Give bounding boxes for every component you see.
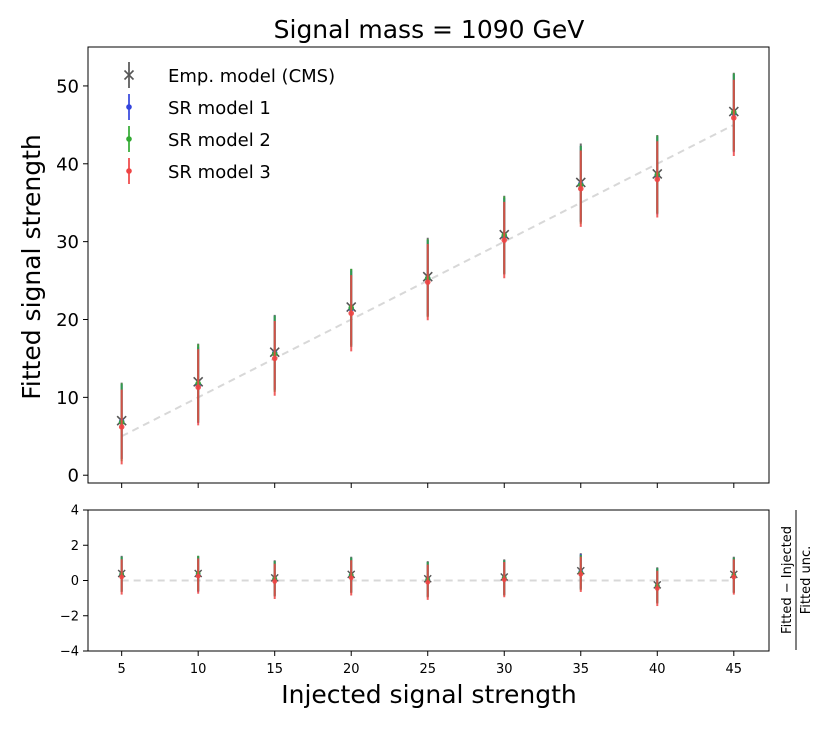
chart-title: Signal mass = 1090 GeV <box>274 15 585 44</box>
ratio-frame <box>87 509 770 652</box>
legend-item: Emp. model (CMS) <box>123 62 335 88</box>
legend-label: SR model 1 <box>168 98 271 119</box>
x-tick-label: 20 <box>343 662 360 677</box>
ratio-data-point <box>731 574 737 580</box>
ratio-data-point <box>578 571 584 577</box>
ratio-y-axis-label: Fitted − Injected Fitted unc. <box>780 510 814 650</box>
main-data-point <box>424 279 431 285</box>
main-y-tick-label: 50 <box>56 76 79 97</box>
main-y-tick-label: 20 <box>56 310 79 331</box>
ratio-y-tick-label: −2 <box>60 609 79 624</box>
x-tick-label: 30 <box>496 662 513 677</box>
main-data-point <box>501 237 508 243</box>
x-tick-label: 40 <box>649 662 666 677</box>
legend-marker <box>123 69 135 81</box>
main-y-tick-label: 10 <box>56 388 79 409</box>
legend-label: SR model 2 <box>168 130 271 151</box>
x-tick-label: 15 <box>266 662 283 677</box>
ratio-y-tick-label: 4 <box>71 504 79 519</box>
ratio-y-tick-label: 0 <box>71 574 79 589</box>
x-axis-label: Injected signal strength <box>281 680 576 709</box>
ratio-data-point <box>501 577 507 583</box>
x-tick-label: 10 <box>190 662 207 677</box>
ratio-y-tick-label: −4 <box>60 645 79 660</box>
main-data-point <box>195 384 201 391</box>
ratio-data-point <box>119 574 125 580</box>
legend-label: SR model 3 <box>168 162 271 183</box>
x-tick-label: 35 <box>572 662 589 677</box>
main-data-point <box>577 185 584 192</box>
ratio-data-point <box>425 579 431 585</box>
reference-line <box>121 123 735 438</box>
main-data-point <box>731 115 737 121</box>
main-data-point <box>654 176 661 183</box>
legend: Emp. model (CMS) SR model 1 SR model 2 SR m… <box>123 62 335 184</box>
ratio-series-4 <box>119 556 737 607</box>
main-series-4 <box>118 79 737 465</box>
main-data-point <box>348 310 355 317</box>
legend-marker <box>126 104 132 110</box>
main-y-tick-label: 30 <box>56 232 79 253</box>
legend-marker <box>126 136 132 142</box>
ratio-y-tick-label: 2 <box>71 539 79 554</box>
ratio-data-point <box>195 573 201 579</box>
ratio-y-axis-label-numerator: Fitted − Injected <box>780 526 795 634</box>
legend-item: SR model 1 <box>126 94 271 120</box>
main-y-axis-label: Fitted signal strength <box>17 134 46 400</box>
ratio-data-point <box>348 575 354 581</box>
ratio-y-axis-label-denominator: Fitted unc. <box>799 546 814 614</box>
legend-item: SR model 3 <box>126 158 271 184</box>
ratio-data-point <box>272 578 278 584</box>
legend-marker <box>126 168 132 174</box>
ratio-data-point <box>654 586 660 591</box>
main-data-point <box>118 424 125 430</box>
legend-item: SR model 2 <box>126 126 271 152</box>
x-tick-label: 5 <box>118 662 126 677</box>
x-tick-label: 45 <box>726 662 743 677</box>
legend-label: Emp. model (CMS) <box>168 66 335 87</box>
main-frame <box>87 46 770 484</box>
main-y-tick-label: 40 <box>56 154 79 175</box>
main-data-point <box>271 355 278 362</box>
main-panel: 0 10 20 30 40 50 Emp. model (CMS) SR model 1 SR … <box>56 46 770 488</box>
x-tick-label: 25 <box>419 662 436 677</box>
main-y-tick-label: 0 <box>68 466 79 487</box>
